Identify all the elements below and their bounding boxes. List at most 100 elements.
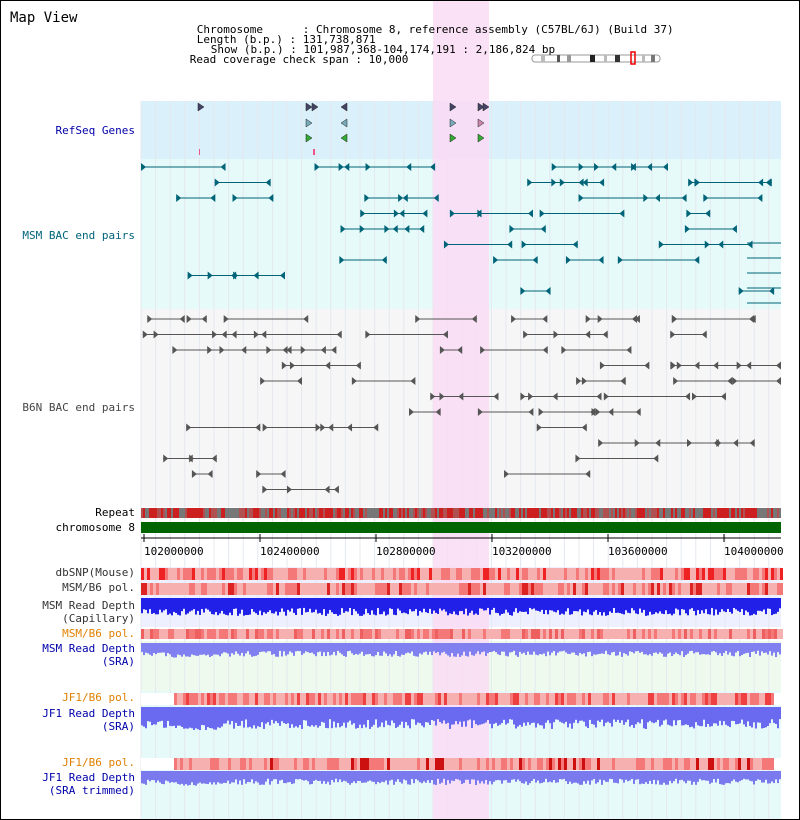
polymorphism-heat	[273, 693, 276, 705]
track-label-refseq[interactable]: RefSeq Genes	[55, 124, 135, 137]
read-depth-bar	[655, 598, 657, 613]
repeat-segment	[371, 508, 373, 518]
read-depth-bar	[739, 707, 741, 724]
read-depth-bar	[727, 771, 729, 784]
polymorphism-heat	[288, 629, 291, 639]
read-depth-bar	[635, 707, 637, 725]
polymorphism-heat	[606, 693, 609, 705]
repeat-segment	[657, 508, 659, 518]
repeat-segment	[431, 508, 433, 518]
polymorphism-heat	[666, 758, 669, 770]
track-label-jf1-depth-trimmed[interactable]: JF1 Read Depth	[42, 771, 135, 784]
read-depth-bar	[365, 707, 367, 728]
track-label-b6n-bac[interactable]: B6N BAC end pairs	[22, 401, 135, 414]
polymorphism-heat	[468, 583, 471, 595]
read-depth-bar	[647, 643, 649, 656]
polymorphism-heat	[489, 568, 492, 580]
polymorphism-heat	[276, 629, 279, 639]
repeat-segment	[715, 508, 717, 518]
msm-bac-pair-end	[766, 178, 772, 187]
track-label-msm-depth-sra-sub: (SRA)	[101, 655, 135, 668]
repeat-segment	[499, 508, 501, 518]
read-depth-bar	[549, 598, 551, 611]
track-label-jf1-b6-pol-1[interactable]: JF1/B6 pol.	[62, 691, 135, 704]
track-label-repeat[interactable]: Repeat	[95, 506, 135, 519]
polymorphism-heat	[549, 583, 552, 595]
read-depth-bar	[573, 598, 575, 612]
read-depth-bar	[347, 707, 349, 723]
polymorphism-heat	[390, 693, 393, 705]
read-depth-bar	[611, 707, 613, 727]
track-label-chromosome[interactable]: chromosome 8	[55, 521, 135, 534]
track-label-msm-bac[interactable]: MSM BAC end pairs	[22, 229, 135, 242]
polymorphism-heat	[441, 583, 444, 595]
track-label-jf1-b6-pol-2[interactable]: JF1/B6 pol.	[62, 756, 135, 769]
polymorphism-heat	[588, 629, 591, 639]
read-depth-bar	[203, 707, 205, 726]
read-depth-bar	[429, 707, 431, 725]
read-depth-bar	[595, 707, 597, 728]
polymorphism-heat	[774, 583, 777, 595]
polymorphism-heat	[615, 758, 618, 770]
polymorphism-heat	[444, 758, 447, 770]
read-depth-bar	[179, 598, 181, 616]
repeat-segment	[667, 508, 669, 518]
polymorphism-heat	[351, 693, 354, 705]
track-label-jf1-depth-sra[interactable]: JF1 Read Depth	[42, 707, 135, 720]
read-depth-bar	[597, 707, 599, 721]
read-depth-bar	[171, 707, 173, 727]
read-depth-bar	[535, 598, 537, 611]
repeat-segment	[639, 508, 641, 518]
read-depth-bar	[221, 643, 223, 654]
polymorphism-heat	[168, 758, 171, 770]
track-label-msm-depth-sra[interactable]: MSM Read Depth	[42, 642, 135, 655]
b6n-bac-pair-end	[191, 470, 197, 478]
track-label-msm-b6-pol-1[interactable]: MSM/B6 pol.	[62, 581, 135, 594]
polymorphism-heat	[774, 758, 777, 770]
read-depth-bar	[671, 707, 673, 727]
b6n-bac-pair-end	[673, 377, 679, 385]
read-depth-bar	[313, 707, 315, 727]
polymorphism-heat	[162, 758, 165, 770]
read-depth-bar	[227, 598, 229, 616]
read-depth-bar	[461, 598, 463, 611]
polymorphism-heat	[465, 629, 468, 639]
read-depth-bar	[469, 771, 471, 784]
read-depth-bar	[375, 598, 377, 616]
track-label-msm-depth-capillary[interactable]: MSM Read Depth	[42, 599, 135, 612]
read-depth-bar	[299, 771, 301, 779]
read-depth-bar	[199, 598, 201, 615]
read-depth-bar	[769, 707, 771, 724]
polymorphism-heat	[351, 758, 354, 770]
polymorphism-heat	[495, 758, 498, 770]
read-depth-bar	[551, 707, 553, 729]
polymorphism-heat	[534, 629, 537, 639]
polymorphism-heat	[258, 629, 261, 639]
polymorphism-heat	[189, 568, 192, 580]
gene-glyph	[477, 102, 485, 112]
polymorphism-heat	[243, 568, 246, 580]
read-depth-bar	[671, 771, 673, 784]
polymorphism-heat	[243, 693, 246, 705]
repeat-segment	[353, 508, 355, 518]
read-depth-bar	[173, 707, 175, 726]
read-depth-bar	[559, 707, 561, 722]
read-depth-bar	[451, 707, 453, 725]
track-label-msm-b6-pol-2[interactable]: MSM/B6 pol.	[62, 627, 135, 640]
repeat-segment	[217, 508, 219, 518]
read-depth-bar	[339, 771, 341, 780]
repeat-segment	[427, 508, 429, 518]
read-depth-bar	[203, 598, 205, 613]
polymorphism-heat	[738, 693, 741, 705]
track-label-dbsnp[interactable]: dbSNP(Mouse)	[55, 566, 135, 579]
polymorphism-heat	[756, 583, 759, 595]
read-depth-bar	[303, 643, 305, 654]
polymorphism-heat	[258, 568, 261, 580]
polymorphism-heat	[318, 568, 321, 580]
polymorphism-heat	[453, 583, 456, 595]
polymorphism-heat	[678, 758, 681, 770]
read-depth-bar	[625, 598, 627, 611]
read-depth-bar	[579, 598, 581, 610]
read-depth-bar	[729, 643, 731, 653]
